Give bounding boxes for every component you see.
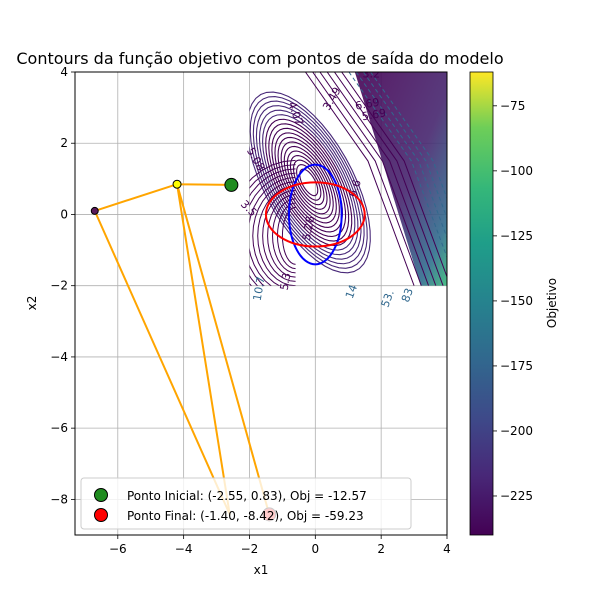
x-axis-label: x1 (254, 563, 269, 577)
chart-title: Contours da função objetivo com pontos d… (16, 49, 503, 68)
contour-line (249, 91, 371, 274)
contour-line (249, 172, 296, 286)
ellipse-red (264, 181, 366, 248)
colorbar-tick-label: −175 (500, 359, 533, 373)
contour-line (283, 145, 334, 219)
optimization-path (93, 183, 271, 516)
colorbar-label: Objetivo (545, 278, 559, 328)
contour-label: 4.07 (285, 100, 306, 127)
contour-line (326, 72, 437, 286)
y-tick-label: −6 (50, 421, 68, 435)
colorbar-tick-label: −150 (500, 294, 533, 308)
contour-line (319, 72, 430, 286)
contour-line (312, 72, 422, 286)
y-tick-label: 0 (60, 207, 68, 221)
contour-label: 3.2 (363, 67, 381, 80)
y-axis-label: x2 (25, 296, 39, 311)
contour-line (296, 164, 322, 201)
contour-label: 53. (379, 288, 397, 309)
contour-line (289, 155, 328, 210)
contour-label: 3.49 (320, 85, 344, 113)
contour-line (267, 194, 296, 278)
colorbar: Objetivo −75 −100 −125 −150 −175 −200 −225 (469, 71, 559, 536)
contour-line (262, 189, 296, 282)
contour-line (299, 168, 319, 197)
contour-line (249, 176, 296, 286)
colorbar-tick-label: −225 (500, 489, 533, 503)
y-tick-label: −8 (50, 492, 68, 506)
contour-label: 14 (343, 283, 360, 301)
contour-line (305, 72, 415, 286)
y-tick-label: −4 (50, 350, 68, 364)
contour-line (272, 198, 296, 274)
contour-fill (354, 72, 447, 286)
contour-label: 5.3 (278, 272, 294, 291)
contour-label: 5.69 (361, 106, 387, 123)
ellipse-blue (287, 163, 343, 266)
plot-frame (74, 71, 448, 536)
path-point-marker (90, 206, 99, 215)
y-tick-label: 4 (60, 65, 68, 79)
contour-line (255, 105, 362, 260)
contour-line (292, 159, 325, 206)
contour-line (355, 72, 447, 240)
x-tick-label: 4 (443, 542, 451, 556)
contour-label: 5.28 (300, 215, 317, 241)
contour-line (334, 72, 444, 286)
colorbar-gradient (469, 71, 494, 536)
x-tick-label: 0 (311, 542, 319, 556)
legend-box (80, 477, 412, 530)
legend-marker (94, 488, 108, 502)
axes: −6 −4 −2 0 2 4 −8 −6 −4 −2 0 2 4 (50, 65, 451, 556)
contour-line (370, 72, 447, 200)
contour-line (362, 72, 447, 220)
contour-line (249, 96, 368, 269)
colorbar-tick-label: −100 (500, 164, 533, 178)
contour-line (341, 72, 447, 279)
legend-entry-label: Ponto Inicial: (-2.55, 0.83), Obj = -12.… (127, 489, 367, 503)
contour-label: 10.7 (251, 275, 268, 301)
contour-line (348, 72, 447, 259)
contour-label: 6.69 (354, 96, 380, 113)
contour-line (286, 150, 331, 215)
path-point-marker (172, 179, 182, 189)
colorbar-tick-label: −200 (500, 424, 533, 438)
contour-label: 83 (399, 286, 416, 304)
x-tick-label: 2 (377, 542, 385, 556)
x-tick-label: −6 (109, 542, 127, 556)
contour-label: 6.6 (346, 178, 364, 199)
x-tick-label: −4 (175, 542, 193, 556)
y-tick-label: 2 (60, 136, 68, 150)
colorbar-tick-label: −125 (500, 229, 533, 243)
contour-line (249, 168, 296, 286)
contour-line (257, 185, 296, 286)
legend-marker (94, 508, 108, 522)
legend-entry-label: Ponto Final: (-1.40, -8.42), Obj = -59.2… (127, 509, 364, 523)
colorbar-tick-label: −75 (500, 99, 525, 113)
start-point-marker (224, 177, 239, 192)
contour-line (249, 164, 296, 286)
contour-line (252, 100, 365, 265)
contour-line (252, 181, 296, 286)
x-tick-label: −2 (241, 542, 259, 556)
contour-line (249, 159, 296, 182)
contour-region (249, 72, 447, 286)
legend: Ponto Inicial: (-2.55, 0.83), Obj = -12.… (80, 477, 412, 530)
y-tick-label: −2 (50, 279, 68, 293)
